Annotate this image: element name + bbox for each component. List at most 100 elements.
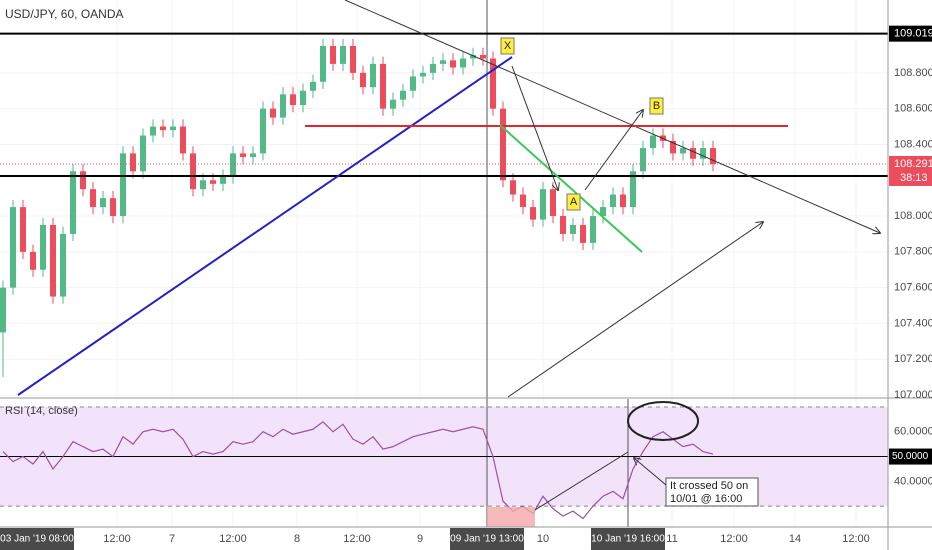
level-tag bbox=[889, 25, 932, 42]
candle-body bbox=[590, 216, 596, 243]
candle-body bbox=[540, 189, 546, 220]
y-tick-label: 107.200 bbox=[894, 353, 932, 365]
x-highlight-label: 03 Jan '19 08:00 bbox=[0, 534, 74, 545]
x-highlight-label: 10 Jan '19 16:00 bbox=[591, 534, 665, 545]
candle-body bbox=[560, 216, 566, 234]
candle-body bbox=[630, 171, 636, 208]
candle-body bbox=[20, 207, 26, 252]
candle-body bbox=[70, 171, 76, 234]
arrow bbox=[507, 222, 763, 398]
candle-body bbox=[570, 224, 576, 234]
candle-body bbox=[480, 54, 486, 59]
candle-body bbox=[460, 58, 466, 68]
candle-body bbox=[400, 90, 406, 100]
candle-body bbox=[120, 153, 126, 217]
chart-title: USD/JPY, 60, OANDA bbox=[5, 7, 124, 21]
candle-body bbox=[430, 63, 436, 73]
x-tick-label: 10 bbox=[537, 533, 549, 545]
candle-body bbox=[700, 148, 706, 159]
candle-body bbox=[190, 153, 196, 190]
candle-body bbox=[360, 72, 366, 88]
candle-body bbox=[140, 135, 146, 172]
candle-body bbox=[100, 198, 106, 208]
arrow bbox=[511, 65, 558, 190]
candle-body bbox=[370, 63, 376, 88]
trendline bbox=[17, 56, 513, 396]
note: It crossed 50 on bbox=[670, 480, 748, 492]
candle-body bbox=[150, 126, 156, 136]
x-tick-label: 12:00 bbox=[842, 533, 870, 545]
label-box bbox=[500, 37, 515, 55]
candle-body bbox=[670, 140, 676, 154]
candle-body bbox=[390, 99, 396, 109]
level-label: 50.0000 bbox=[892, 451, 929, 462]
candle-body bbox=[620, 194, 626, 208]
candle-body bbox=[200, 180, 206, 190]
candle-body bbox=[690, 148, 696, 159]
candle-body bbox=[30, 251, 36, 270]
candle-body bbox=[60, 233, 66, 297]
wave-label: X bbox=[504, 40, 512, 52]
candle-body bbox=[500, 108, 506, 181]
candle-body bbox=[220, 176, 226, 184]
level-tag bbox=[889, 448, 932, 465]
candle-body bbox=[320, 46, 326, 82]
x-tick-label: 14 bbox=[789, 533, 801, 545]
candle-body bbox=[280, 94, 286, 118]
candle-body bbox=[250, 153, 256, 157]
y-tick-label: 60.0000 bbox=[894, 426, 932, 438]
y-tick-label: 107.400 bbox=[894, 317, 932, 329]
x-highlight-box bbox=[450, 528, 524, 550]
y-tick-label: 108.600 bbox=[894, 103, 932, 115]
candle-body bbox=[520, 194, 526, 208]
y-tick-label: 107.600 bbox=[894, 282, 932, 294]
candle-body bbox=[610, 194, 616, 208]
candle-body bbox=[600, 207, 606, 217]
candle-body bbox=[350, 46, 356, 73]
wave-label: A bbox=[570, 196, 578, 208]
candle-body bbox=[50, 224, 56, 297]
label-box bbox=[566, 193, 581, 211]
x-tick-label: 12:00 bbox=[720, 533, 748, 545]
candle-body bbox=[240, 153, 246, 157]
x-highlight-label: 09 Jan '19 13:00 bbox=[450, 534, 524, 545]
y-tick-label: 108.000 bbox=[894, 210, 932, 222]
x-tick-label: 12:00 bbox=[103, 533, 131, 545]
x-tick-label: 8 bbox=[294, 533, 300, 545]
x-highlight-box bbox=[591, 528, 665, 550]
arrow bbox=[634, 458, 667, 486]
candle-body bbox=[260, 108, 266, 154]
arrow bbox=[534, 451, 629, 511]
x-tick-label: 12:00 bbox=[219, 533, 247, 545]
candle-body bbox=[210, 180, 216, 184]
candle-body bbox=[450, 60, 456, 68]
candle-body bbox=[170, 126, 176, 131]
candle-body bbox=[180, 126, 186, 154]
trendline bbox=[344, 0, 880, 233]
x-tick-label: 11 bbox=[666, 533, 677, 545]
arrow bbox=[584, 110, 643, 191]
rsi-line bbox=[2, 421, 714, 520]
note: 10/01 @ 16:00 bbox=[670, 493, 742, 505]
label-box bbox=[649, 97, 664, 115]
candle-body bbox=[10, 207, 16, 288]
y-tick-label: 108.800 bbox=[894, 67, 932, 79]
candle-body bbox=[470, 54, 476, 59]
candle-body bbox=[300, 90, 306, 106]
x-tick-label: 9 bbox=[417, 533, 423, 545]
candle-body bbox=[0, 287, 6, 333]
indicator-title: RSI (14, close) bbox=[5, 405, 78, 417]
candle-body bbox=[310, 81, 316, 91]
candle-body bbox=[510, 180, 516, 195]
candle-body bbox=[340, 46, 346, 64]
candle-body bbox=[380, 63, 386, 109]
candle-body bbox=[530, 207, 536, 220]
candle-body bbox=[80, 171, 86, 190]
candle-body bbox=[650, 135, 656, 149]
candle-body bbox=[90, 189, 96, 208]
wave-label: B bbox=[653, 100, 660, 112]
last-price-label: 108.291 bbox=[894, 158, 932, 170]
candle-body bbox=[40, 224, 46, 270]
candle-body bbox=[710, 148, 716, 165]
